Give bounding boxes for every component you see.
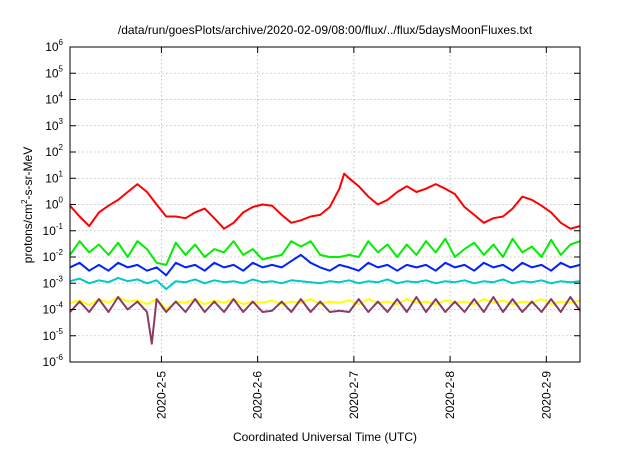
series-group bbox=[69, 172, 581, 345]
x-tick-label: 2020-2-9 bbox=[539, 371, 553, 419]
x-axis-label: Coordinated Universal Time (UTC) bbox=[233, 430, 417, 444]
y-tick-exponent: -6 bbox=[56, 353, 64, 362]
y-tick-base: 10 bbox=[45, 198, 59, 212]
y-tick-exponent: -1 bbox=[56, 222, 64, 231]
y-tick-label: 100 bbox=[45, 196, 63, 212]
y-tick-label: 10-5 bbox=[43, 327, 64, 343]
y-tick-label: 10-3 bbox=[43, 274, 64, 290]
series-line-2 bbox=[69, 237, 581, 266]
y-tick-exponent: -4 bbox=[56, 301, 64, 310]
y-tick-exponent: 2 bbox=[59, 143, 64, 152]
y-tick-base: 10 bbox=[45, 40, 59, 54]
y-axis-label-sup: 2 bbox=[20, 199, 29, 204]
x-tick-label: 2020-2-5 bbox=[154, 371, 168, 419]
chart-title: /data/run/goesPlots/archive/2020-02-09/0… bbox=[118, 23, 533, 37]
y-tick-base: 10 bbox=[43, 355, 57, 369]
y-tick-label: 102 bbox=[45, 143, 63, 159]
y-tick-base: 10 bbox=[43, 303, 57, 317]
y-axis-label: protons/cm2-s-sr-MeV bbox=[20, 147, 35, 263]
y-tick-base: 10 bbox=[43, 250, 57, 264]
y-tick-exponent: 0 bbox=[59, 196, 64, 205]
y-tick-exponent: 1 bbox=[59, 169, 64, 178]
y-tick-base: 10 bbox=[45, 171, 59, 185]
y-tick-label: 103 bbox=[45, 117, 63, 133]
y-tick-base: 10 bbox=[43, 329, 57, 343]
y-tick-exponent: -5 bbox=[56, 327, 64, 336]
y-tick-label: 10-1 bbox=[43, 222, 64, 238]
x-tick-label: 2020-2-7 bbox=[347, 371, 361, 419]
y-tick-base: 10 bbox=[45, 119, 59, 133]
series-line-6 bbox=[69, 296, 581, 345]
series-line-1 bbox=[69, 172, 581, 230]
y-tick-label: 106 bbox=[45, 38, 63, 54]
x-tick-label: 2020-2-8 bbox=[443, 371, 457, 419]
y-tick-label: 10-6 bbox=[43, 353, 64, 369]
y-tick-exponent: 6 bbox=[59, 38, 64, 47]
y-axis-ticks: 10-610-510-410-310-210-11001011021031041… bbox=[43, 38, 580, 369]
y-tick-base: 10 bbox=[45, 66, 59, 80]
x-tick-label: 2020-2-6 bbox=[251, 371, 265, 419]
y-axis-label-pre: protons/cm bbox=[21, 204, 35, 263]
y-tick-label: 105 bbox=[45, 64, 63, 80]
series-line-5 bbox=[69, 296, 581, 311]
y-tick-base: 10 bbox=[45, 145, 59, 159]
y-tick-label: 104 bbox=[45, 91, 63, 107]
y-tick-label: 10-4 bbox=[43, 301, 64, 317]
x-axis-ticks: 2020-2-5 2020-2-6 2020-2-7 2020-2-8 2020-2-9 bbox=[154, 47, 553, 419]
y-tick-label: 10-2 bbox=[43, 248, 64, 264]
y-tick-base: 10 bbox=[43, 224, 57, 238]
y-axis-label-post: -s-sr-MeV bbox=[21, 147, 35, 200]
y-tick-exponent: -3 bbox=[56, 274, 64, 283]
y-tick-exponent: 4 bbox=[59, 91, 64, 100]
series-line-4 bbox=[69, 276, 581, 291]
y-tick-exponent: -2 bbox=[56, 248, 64, 257]
y-tick-exponent: 3 bbox=[59, 117, 64, 126]
y-tick-base: 10 bbox=[45, 93, 59, 107]
y-tick-base: 10 bbox=[43, 276, 57, 290]
y-tick-exponent: 5 bbox=[59, 64, 64, 73]
y-tick-label: 101 bbox=[45, 169, 63, 185]
series-line-3 bbox=[69, 253, 581, 277]
